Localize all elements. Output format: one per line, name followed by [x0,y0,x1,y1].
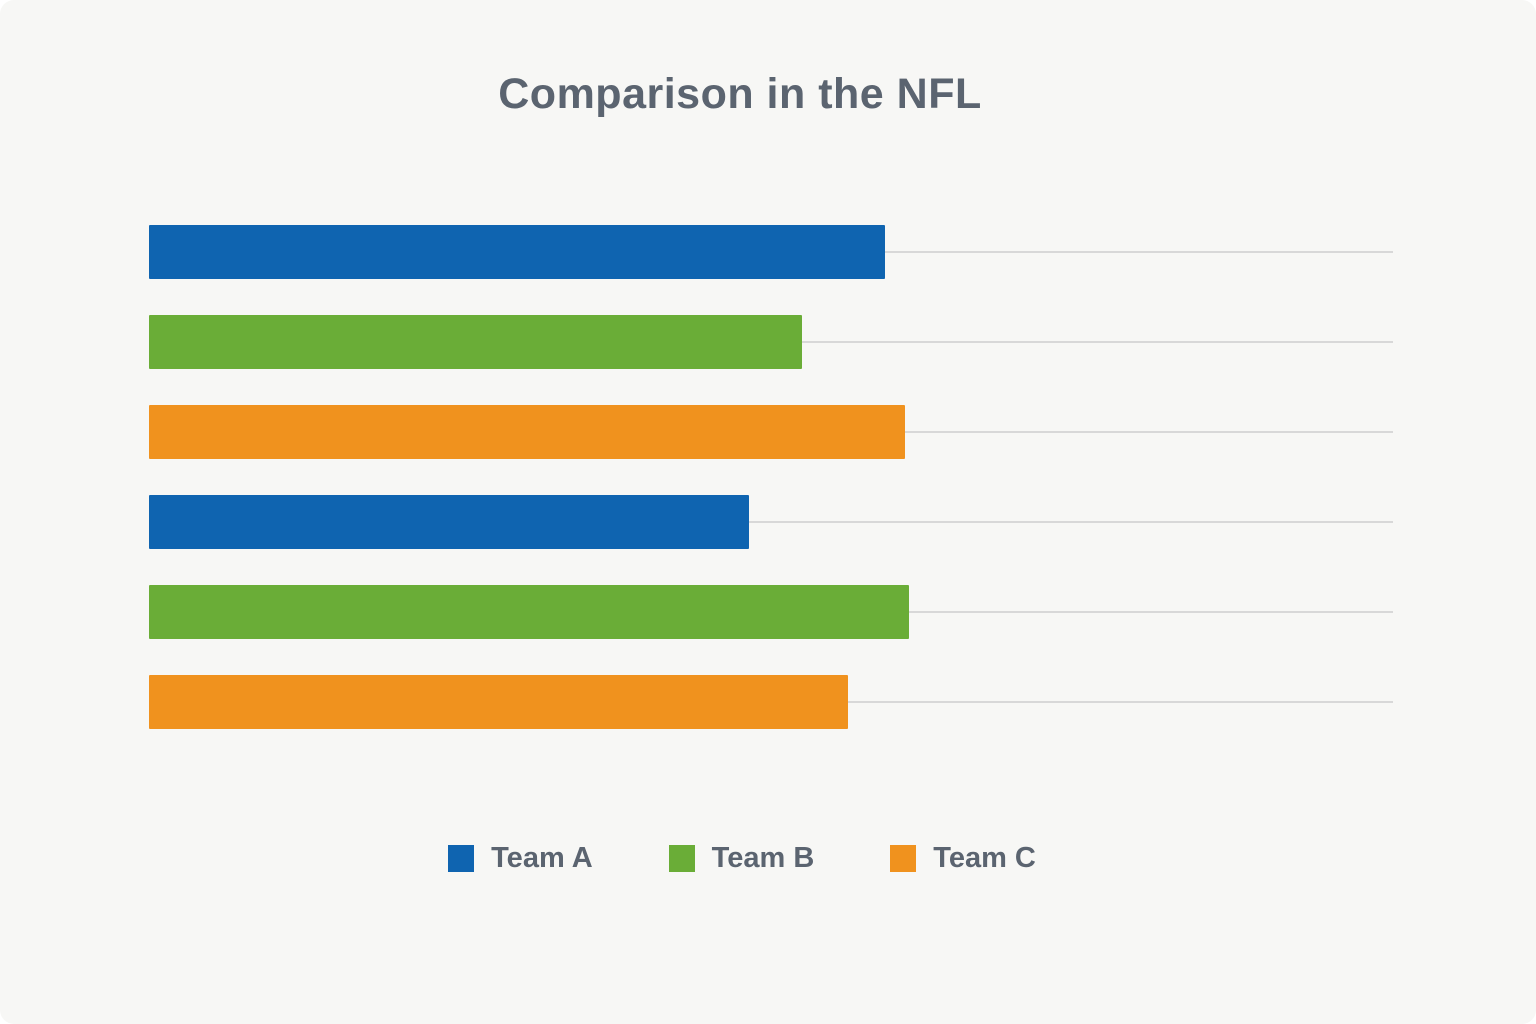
bar-team-b [149,585,910,639]
bar-row [149,495,1393,549]
bar-row [149,585,1393,639]
bar-row [149,675,1393,729]
legend-label: Team C [933,842,1036,874]
legend-label: Team B [711,842,815,874]
legend-item-team-b: Team B [668,842,815,874]
gridline [149,521,1393,523]
legend: Team A Team B Team C [0,842,1510,874]
bar-team-b [149,315,803,369]
bar-row [149,225,1393,279]
bar-team-c [149,675,849,729]
legend-swatch-icon [668,845,695,872]
legend-item-team-c: Team C [890,842,1036,874]
legend-swatch-icon [448,845,475,872]
bar-team-a [149,225,886,279]
bar-team-a [149,495,749,549]
plot-area [149,225,1393,729]
bar-team-c [149,405,906,459]
chart-title: Comparison in the NFL [498,70,982,118]
legend-label: Team A [491,842,593,874]
legend-item-team-a: Team A [448,842,593,874]
legend-swatch-icon [890,845,917,872]
bar-row [149,405,1393,459]
bar-row [149,315,1393,369]
